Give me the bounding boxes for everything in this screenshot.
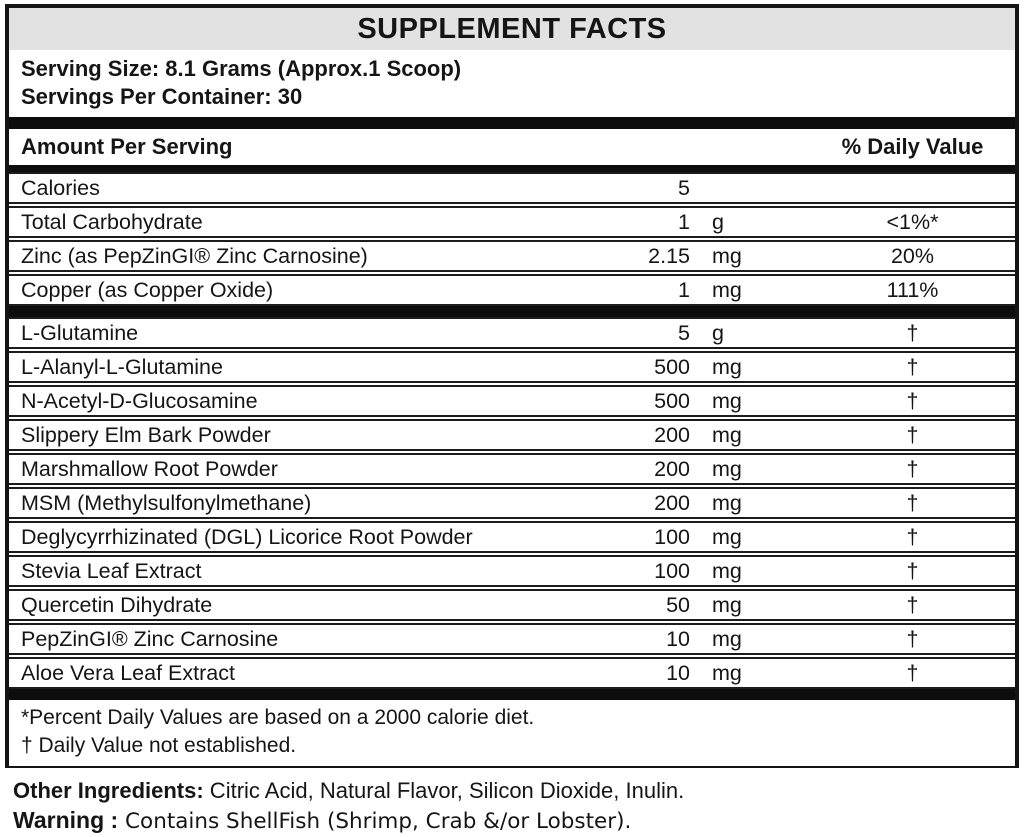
title-band: SUPPLEMENT FACTS [9, 8, 1015, 50]
table-row: Stevia Leaf Extract 100 mg † [9, 555, 1015, 587]
other-ingredients-list: Citric Acid, Natural Flavor, Silicon Dio… [203, 778, 685, 803]
nutrient-daily-value: 20% [890, 243, 935, 268]
table-row: L-Glutamine 5 g † [9, 317, 1015, 349]
ingredient-name: PepZinGI® Zinc Carnosine [21, 626, 279, 651]
nutrients-table: Calories 5 Total Carbohydrate 1 g <1%* Z… [9, 172, 1015, 306]
ingredient-unit: mg [712, 490, 742, 515]
ingredient-unit: mg [712, 388, 742, 413]
ingredient-unit: mg [712, 524, 742, 549]
ingredient-amount: 100 [654, 524, 690, 549]
serving-size-text: Serving Size: 8.1 Grams (Approx.1 Scoop) [21, 56, 462, 81]
footnote-percent-daily-values: *Percent Daily Values are based on a 200… [21, 706, 535, 729]
ingredient-daily-value: † [906, 490, 919, 515]
ingredient-unit: mg [712, 354, 742, 379]
ingredient-unit: g [712, 320, 724, 345]
nutrient-amount: 5 [678, 175, 690, 200]
ingredient-unit: mg [712, 558, 742, 583]
ingredient-daily-value: † [906, 422, 919, 447]
section-separator-bar [9, 117, 1015, 129]
ingredient-amount: 10 [666, 660, 690, 685]
ingredient-name: MSM (Methylsulfonylmethane) [21, 490, 312, 515]
table-row: Quercetin Dihydrate 50 mg † [9, 589, 1015, 621]
ingredient-name: L-Glutamine [21, 320, 139, 345]
table-row: Copper (as Copper Oxide) 1 mg 111% [9, 274, 1015, 306]
nutrient-amount: 1 [678, 209, 690, 234]
nutrient-name: Total Carbohydrate [21, 209, 203, 234]
ingredient-daily-value: † [906, 456, 919, 481]
ingredient-amount: 500 [654, 354, 690, 379]
ingredient-amount: 200 [654, 422, 690, 447]
warning-text: Contains ShellFish (Shrimp, Crab &/or Lo… [118, 809, 632, 834]
footnote-daily-value-not-established: † Daily Value not established. [21, 734, 297, 757]
ingredient-name: L-Alanyl-L-Glutamine [21, 354, 223, 379]
header-separator-bar [9, 165, 1015, 172]
page-title: SUPPLEMENT FACTS [357, 12, 667, 45]
ingredient-amount: 5 [678, 320, 690, 345]
ingredient-unit: mg [712, 626, 742, 651]
ingredient-unit: mg [712, 592, 742, 617]
serving-info: Serving Size: 8.1 Grams (Approx.1 Scoop)… [9, 50, 1015, 117]
nutrient-name: Zinc (as PepZinGI® Zinc Carnosine) [21, 243, 368, 268]
nutrient-amount: 1 [678, 277, 690, 302]
section-separator-bar [9, 689, 1015, 700]
ingredient-daily-value: † [906, 320, 919, 345]
ingredient-amount: 500 [654, 388, 690, 413]
ingredient-amount: 200 [654, 490, 690, 515]
ingredients-table: L-Glutamine 5 g † L-Alanyl-L-Glutamine 5… [9, 317, 1015, 689]
table-row: PepZinGI® Zinc Carnosine 10 mg † [9, 623, 1015, 655]
nutrient-daily-value: 111% [886, 277, 939, 302]
section-separator-bar [9, 306, 1015, 317]
ingredient-amount: 50 [666, 592, 690, 617]
ingredient-daily-value: † [906, 354, 919, 379]
ingredient-name: Stevia Leaf Extract [21, 558, 202, 583]
ingredient-name: Quercetin Dihydrate [21, 592, 213, 617]
ingredient-daily-value: † [906, 388, 919, 413]
ingredient-name: Deglycyrrhizinated (DGL) Licorice Root P… [21, 524, 473, 549]
other-ingredients-line: Other Ingredients: Citric Acid, Natural … [13, 776, 1011, 805]
ingredient-daily-value: † [906, 592, 919, 617]
table-row: L-Alanyl-L-Glutamine 500 mg † [9, 351, 1015, 383]
supplement-facts-panel: SUPPLEMENT FACTS Serving Size: 8.1 Grams… [5, 4, 1019, 768]
nutrient-amount: 2.15 [648, 243, 690, 268]
ingredient-name: Marshmallow Root Powder [21, 456, 278, 481]
ingredient-daily-value: † [906, 660, 919, 685]
warning-line: Warning : Contains ShellFish (Shrimp, Cr… [13, 805, 1011, 837]
table-row: MSM (Methylsulfonylmethane) 200 mg † [9, 487, 1015, 519]
ingredient-unit: mg [712, 456, 742, 481]
ingredient-name: N-Acetyl-D-Glucosamine [21, 388, 258, 413]
ingredient-amount: 10 [666, 626, 690, 651]
ingredient-name: Aloe Vera Leaf Extract [21, 660, 235, 685]
table-row: Deglycyrrhizinated (DGL) Licorice Root P… [9, 521, 1015, 553]
warning-label: Warning : [13, 807, 119, 833]
table-row: N-Acetyl-D-Glucosamine 500 mg † [9, 385, 1015, 417]
ingredient-daily-value: † [906, 524, 919, 549]
nutrient-unit: mg [712, 243, 742, 268]
ingredient-name: Slippery Elm Bark Powder [21, 422, 271, 447]
nutrient-daily-value: <1%* [886, 209, 939, 234]
ingredient-unit: mg [712, 660, 742, 685]
ingredient-daily-value: † [906, 626, 919, 651]
other-ingredients-label: Other Ingredients: [13, 778, 204, 803]
amount-per-serving-header: Amount Per Serving [21, 134, 233, 159]
nutrient-name: Copper (as Copper Oxide) [21, 277, 274, 302]
ingredient-unit: mg [712, 422, 742, 447]
ingredient-amount: 200 [654, 456, 690, 481]
table-row: Aloe Vera Leaf Extract 10 mg † [9, 657, 1015, 689]
table-row: Slippery Elm Bark Powder 200 mg † [9, 419, 1015, 451]
nutrient-unit: g [712, 209, 724, 234]
servings-per-container-text: Servings Per Container: 30 [21, 84, 303, 109]
ingredient-amount: 100 [654, 558, 690, 583]
table-row: Calories 5 [9, 172, 1015, 204]
footnotes: *Percent Daily Values are based on a 200… [9, 700, 1015, 766]
table-row: Marshmallow Root Powder 200 mg † [9, 453, 1015, 485]
table-header-row: Amount Per Serving % Daily Value [9, 129, 1015, 165]
nutrient-unit: mg [712, 277, 742, 302]
nutrient-name: Calories [21, 175, 100, 200]
daily-value-header: % Daily Value [841, 134, 984, 159]
table-row: Total Carbohydrate 1 g <1%* [9, 206, 1015, 238]
ingredient-daily-value: † [906, 558, 919, 583]
below-panel-text: Other Ingredients: Citric Acid, Natural … [5, 768, 1019, 837]
table-row: Zinc (as PepZinGI® Zinc Carnosine) 2.15 … [9, 240, 1015, 272]
